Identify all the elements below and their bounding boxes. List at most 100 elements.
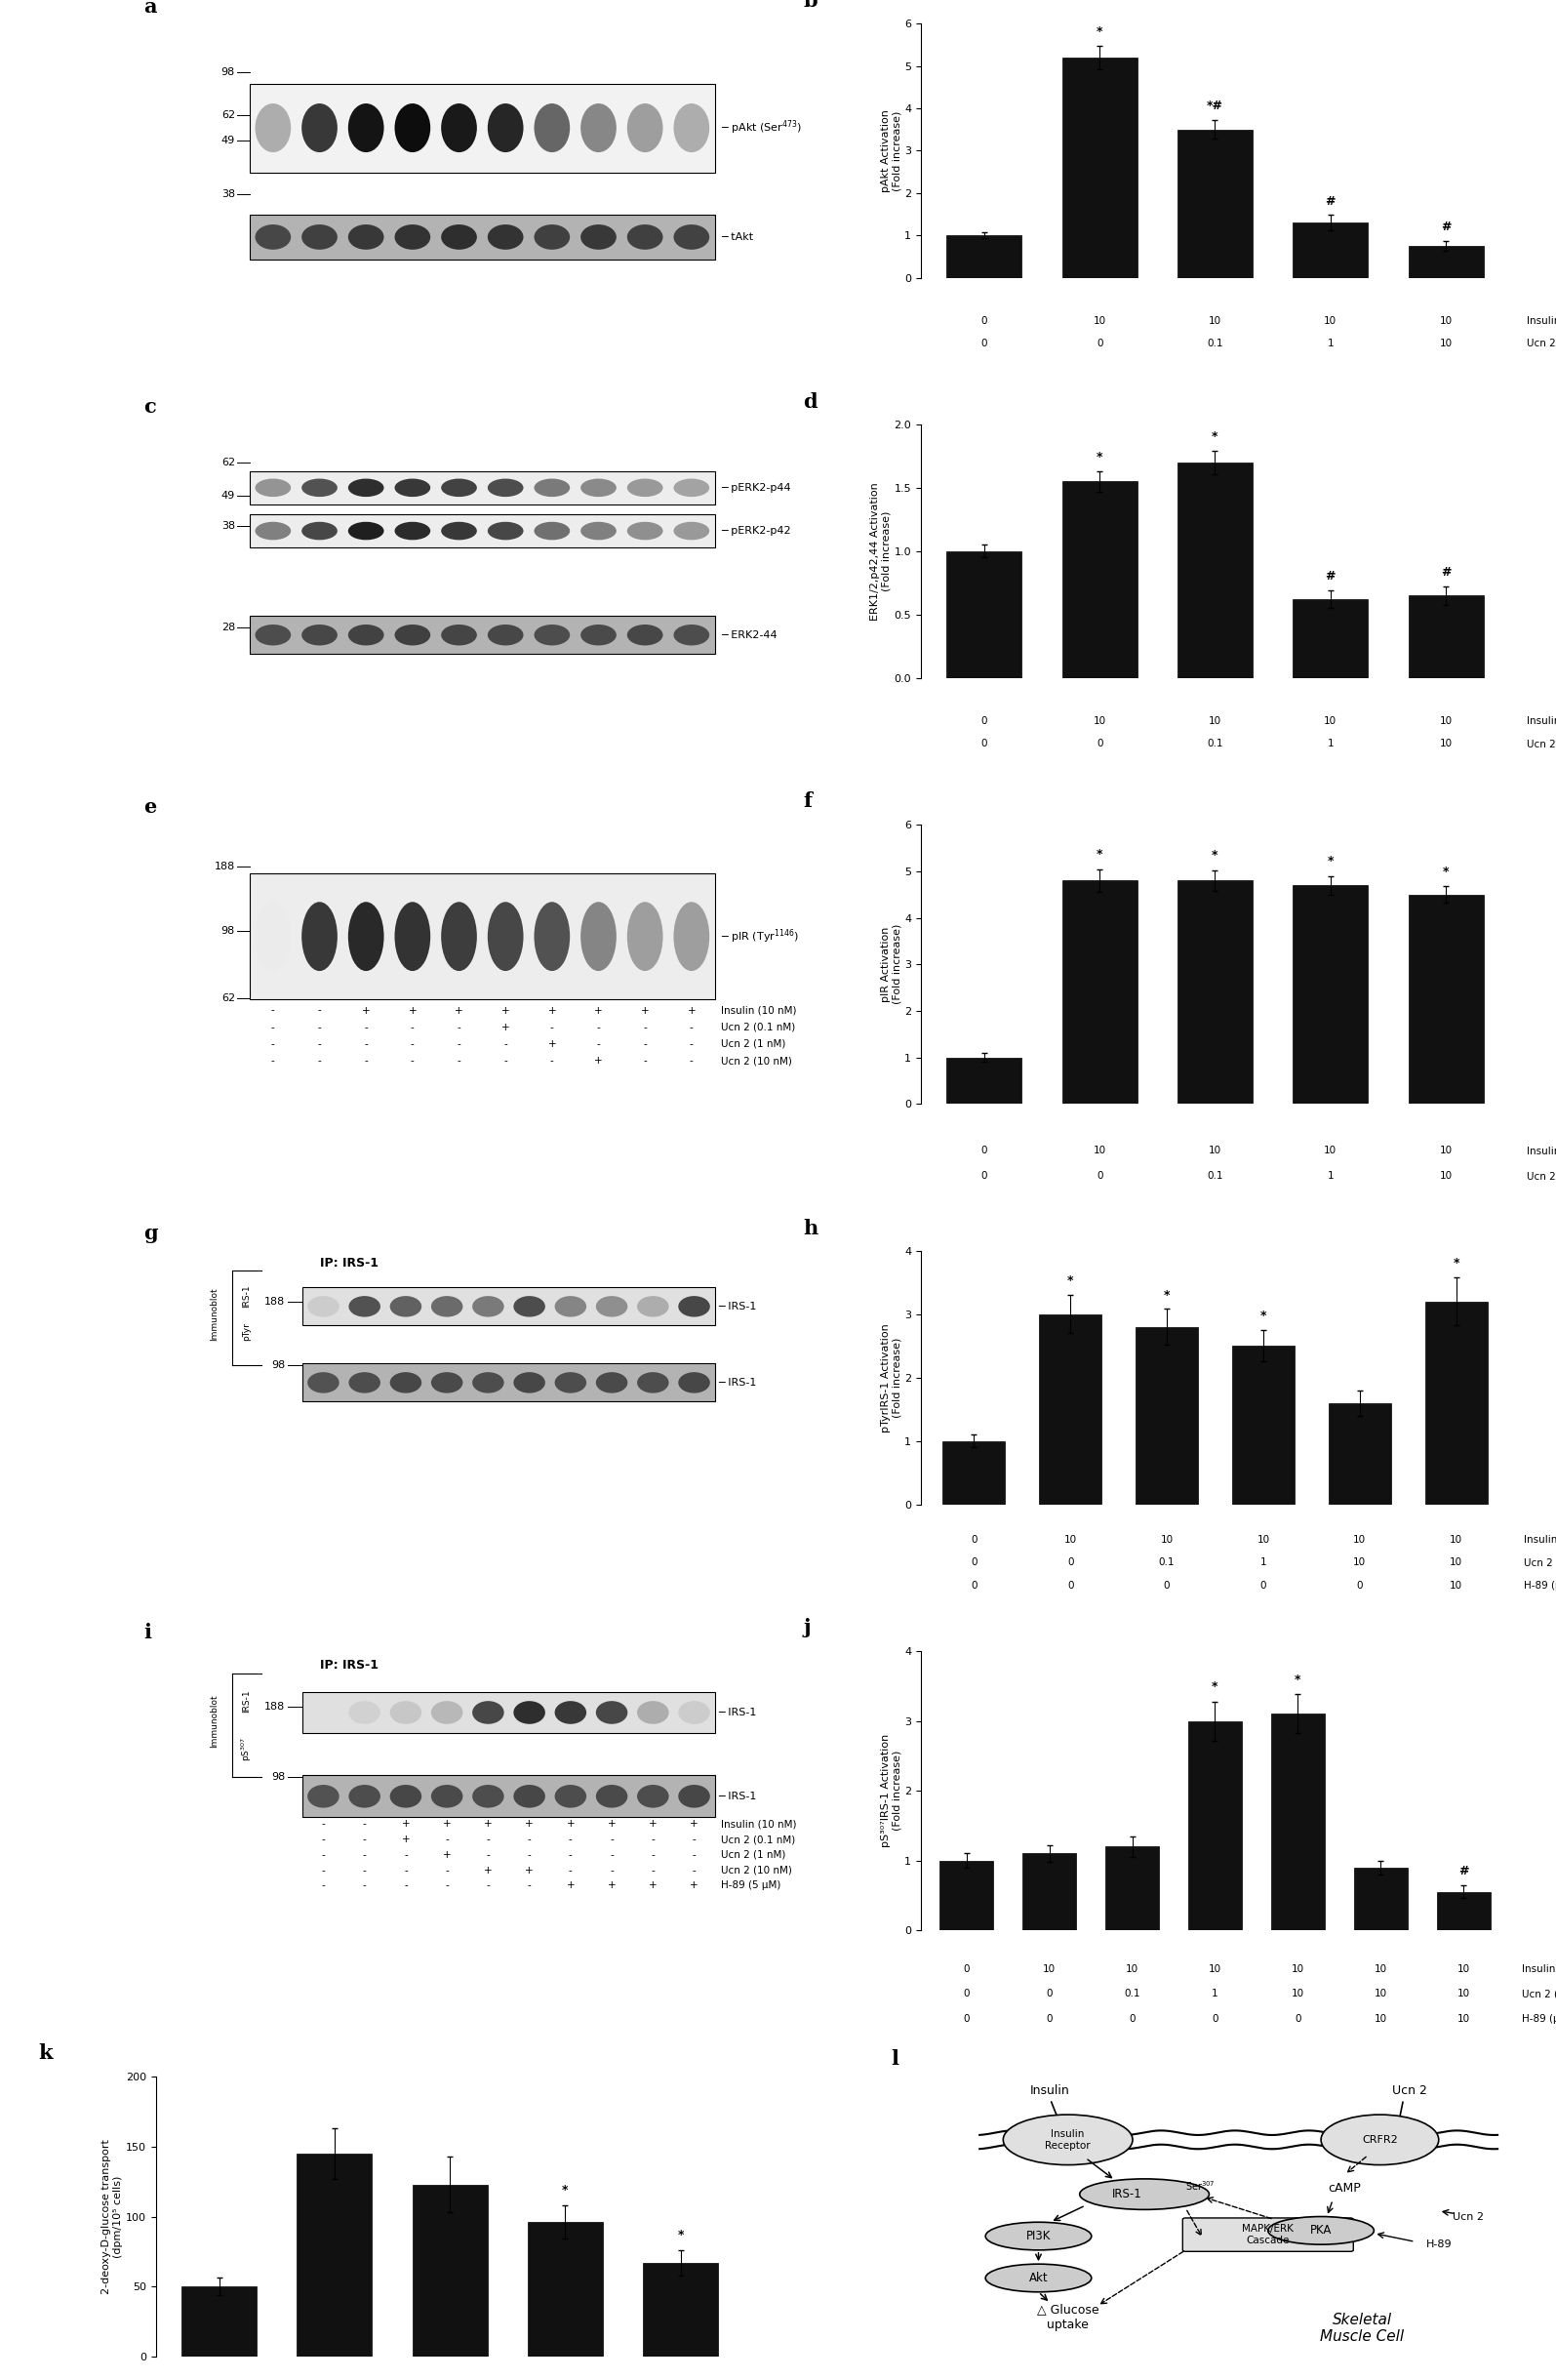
Ellipse shape [487, 478, 523, 497]
Text: k: k [37, 2044, 51, 2063]
Text: -: - [610, 1849, 613, 1859]
Bar [1063, 481, 1137, 678]
Bar [1408, 595, 1483, 678]
Text: -: - [643, 1040, 647, 1050]
Text: 62: 62 [221, 992, 235, 1002]
Text: *: * [1260, 1309, 1267, 1323]
Ellipse shape [349, 624, 384, 645]
Ellipse shape [395, 624, 431, 645]
Y-axis label: pTyrIRS-1 Activation
(Fold increase): pTyrIRS-1 Activation (Fold increase) [881, 1323, 901, 1433]
Bar [251, 873, 714, 1000]
Text: g: g [143, 1223, 159, 1242]
Text: Ucn 2: Ucn 2 [1452, 2211, 1484, 2221]
Text: Ucn 2 (10 nM): Ucn 2 (10 nM) [720, 1057, 792, 1066]
Text: -: - [504, 1040, 507, 1050]
Text: IP: IRS-1: IP: IRS-1 [321, 1257, 380, 1269]
Text: Ucn 2 (nM): Ucn 2 (nM) [1526, 740, 1556, 750]
Text: 188: 188 [265, 1702, 285, 1711]
Bar [303, 1692, 714, 1733]
Ellipse shape [636, 1297, 669, 1316]
Text: 0: 0 [1046, 1990, 1052, 1999]
Text: -: - [596, 1023, 601, 1033]
Text: 10: 10 [1450, 1535, 1463, 1545]
Text: +: + [641, 1007, 649, 1016]
Ellipse shape [678, 1702, 710, 1723]
Text: *: * [1212, 431, 1218, 443]
Ellipse shape [431, 1702, 462, 1723]
Text: Insulin (nM): Insulin (nM) [1526, 317, 1556, 326]
Ellipse shape [596, 1297, 627, 1316]
Text: 98: 98 [221, 67, 235, 76]
Text: +: + [443, 1818, 451, 1830]
Text: -: - [363, 1880, 366, 1890]
Text: 10: 10 [1094, 1145, 1106, 1157]
Text: +: + [524, 1818, 534, 1830]
Text: ─ tAkt: ─ tAkt [720, 233, 753, 243]
Y-axis label: pAkt Activation
(Fold increase): pAkt Activation (Fold increase) [881, 109, 901, 193]
Ellipse shape [596, 1785, 627, 1809]
Ellipse shape [349, 1297, 380, 1316]
Text: +: + [649, 1880, 657, 1890]
Text: -: - [363, 1866, 366, 1875]
Text: 10: 10 [1439, 740, 1452, 750]
Bar [1178, 462, 1253, 678]
Text: 0: 0 [1357, 1580, 1363, 1590]
Text: 1: 1 [1260, 1559, 1267, 1568]
Ellipse shape [395, 521, 431, 540]
Ellipse shape [580, 902, 616, 971]
Text: *: * [1453, 1257, 1460, 1269]
Ellipse shape [1080, 2178, 1209, 2209]
Ellipse shape [431, 1297, 462, 1316]
Text: j: j [803, 1618, 811, 1637]
Text: *: * [1442, 864, 1449, 878]
Ellipse shape [674, 521, 710, 540]
Text: 10: 10 [1209, 317, 1221, 326]
Text: +: + [401, 1818, 409, 1830]
Text: 0: 0 [1212, 2013, 1218, 2023]
Ellipse shape [349, 1702, 380, 1723]
Bar [1022, 1854, 1077, 1930]
Text: -: - [457, 1023, 461, 1033]
Text: 0: 0 [963, 1964, 969, 1973]
Text: -: - [363, 1835, 366, 1845]
Ellipse shape [473, 1702, 504, 1723]
Text: 0: 0 [1097, 1171, 1103, 1180]
Text: l: l [892, 2049, 899, 2068]
Text: 10: 10 [1324, 716, 1337, 726]
Text: -: - [322, 1818, 325, 1830]
Ellipse shape [391, 1785, 422, 1809]
Text: +: + [688, 1007, 696, 1016]
Text: 1: 1 [1327, 740, 1333, 750]
Ellipse shape [678, 1373, 710, 1392]
Y-axis label: pS³⁰⁷IRS-1 Activation
(Fold increase): pS³⁰⁷IRS-1 Activation (Fold increase) [881, 1735, 901, 1847]
Text: 10: 10 [1161, 1535, 1173, 1545]
Ellipse shape [513, 1702, 545, 1723]
Ellipse shape [440, 102, 476, 152]
Text: 10: 10 [1458, 1964, 1470, 1973]
Text: -: - [643, 1023, 647, 1033]
Text: Immunoblot: Immunoblot [210, 1695, 219, 1747]
Text: +: + [484, 1866, 492, 1875]
Text: -: - [445, 1835, 448, 1845]
Text: Ucn 2 (nM): Ucn 2 (nM) [1522, 1990, 1556, 1999]
Text: 10: 10 [1450, 1559, 1463, 1568]
Text: 0: 0 [980, 740, 988, 750]
Text: 38: 38 [221, 521, 235, 531]
Ellipse shape [1268, 2216, 1374, 2244]
Text: H-89 (μM): H-89 (μM) [1522, 2013, 1556, 2023]
Text: 10: 10 [1291, 1990, 1304, 1999]
Text: 10: 10 [1257, 1535, 1270, 1545]
Text: 0: 0 [963, 1990, 969, 1999]
Ellipse shape [513, 1373, 545, 1392]
Ellipse shape [431, 1373, 462, 1392]
Bar [527, 2223, 602, 2356]
Ellipse shape [580, 478, 616, 497]
Text: 188: 188 [215, 862, 235, 871]
Bar [1436, 1892, 1491, 1930]
Text: 0: 0 [963, 2013, 969, 2023]
Text: -: - [322, 1849, 325, 1859]
Text: -: - [363, 1849, 366, 1859]
Text: +: + [548, 1040, 555, 1050]
Text: -: - [487, 1835, 490, 1845]
Text: 98: 98 [221, 926, 235, 935]
